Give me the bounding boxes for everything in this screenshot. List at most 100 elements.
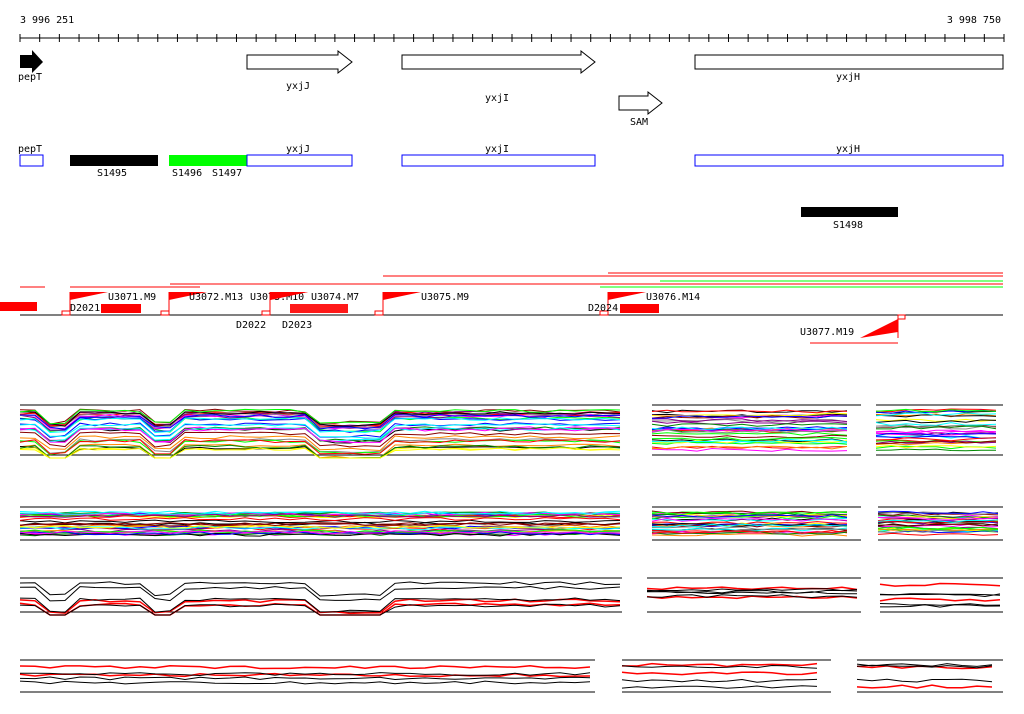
expression-line — [19, 664, 591, 670]
unit-label: U3074.M7 — [311, 292, 359, 303]
unit-U3071.M9[interactable]: U3071.M9 — [61, 292, 156, 316]
expression-panel-3 — [19, 577, 1003, 616]
expression-line — [621, 664, 818, 669]
expression-line — [876, 425, 997, 430]
expression-line — [651, 445, 848, 450]
unit-U3075.M9[interactable]: U3075.M9 — [374, 292, 469, 316]
gene-yxjH[interactable]: yxjH — [694, 54, 1004, 83]
svg-text:S1497: S1497 — [212, 168, 242, 179]
segment-pepT[interactable] — [19, 154, 44, 167]
expression-line — [879, 603, 1001, 606]
svg-text:yxjJ: yxjJ — [286, 81, 310, 92]
expression-line — [875, 439, 997, 443]
expression-line — [621, 678, 818, 683]
expression-line — [621, 662, 818, 668]
svg-text:pepT: pepT — [18, 144, 42, 155]
gene-SAM[interactable]: SAM — [618, 90, 663, 128]
expression-panel-4 — [19, 659, 1003, 693]
unit-U3074.M7[interactable]: U3074.M7 — [261, 292, 359, 316]
gene-yxjJ[interactable]: yxjJ — [246, 49, 353, 92]
svg-text:S1496: S1496 — [172, 168, 202, 179]
expression-line — [19, 522, 621, 527]
coordinate-axis: 3 996 251 3 998 750 — [19, 15, 1005, 42]
expression-line — [651, 511, 848, 516]
segment-yxjH[interactable] — [694, 154, 1004, 167]
axis-start-label: 3 996 251 — [20, 15, 74, 26]
svg-text:yxjH: yxjH — [836, 144, 860, 155]
unit-label: U3075.M9 — [421, 292, 469, 303]
gene-yxjI[interactable]: yxjI — [401, 49, 596, 104]
expression-line — [875, 432, 997, 436]
expression-line — [651, 515, 848, 520]
expression-line — [651, 427, 848, 431]
svg-text:S1495: S1495 — [97, 168, 127, 179]
expression-line — [19, 529, 621, 534]
expression-line — [651, 529, 848, 534]
transcription-unit-track: U3071.M9U3072.M13U3073.M10U3074.M7U3075.… — [0, 272, 1003, 344]
expression-line — [19, 680, 591, 685]
expression-plots — [19, 404, 1003, 693]
expression-line — [651, 420, 848, 425]
expression-line — [856, 663, 993, 667]
expression-line — [651, 438, 848, 443]
segment-S1498[interactable] — [801, 207, 898, 217]
expression-line — [19, 447, 621, 459]
expression-line — [651, 523, 848, 527]
expression-line — [651, 434, 848, 439]
svg-text:SAM: SAM — [630, 117, 648, 128]
svg-text:S1498: S1498 — [833, 220, 863, 231]
expression-line — [19, 413, 621, 430]
expression-line — [875, 412, 997, 417]
expression-line — [19, 511, 621, 516]
expression-line — [19, 597, 621, 613]
expression-line — [856, 684, 993, 689]
down-label-D2024: D2024 — [588, 303, 618, 314]
expression-line — [875, 448, 997, 452]
svg-text:U3077.M19: U3077.M19 — [800, 327, 854, 338]
expression-line — [651, 429, 848, 434]
expression-line — [20, 672, 591, 677]
expression-line — [19, 522, 621, 527]
expression-line — [19, 519, 621, 524]
axis-end-label: 3 998 750 — [947, 15, 1001, 26]
gene-pepT[interactable]: pepT — [18, 50, 43, 83]
expression-line — [621, 685, 818, 689]
expression-line — [19, 417, 621, 434]
expression-line — [19, 581, 621, 597]
expression-line — [646, 588, 858, 592]
expression-line — [877, 532, 999, 536]
expression-line — [19, 411, 621, 427]
unit-label: U3071.M9 — [108, 292, 156, 303]
expression-line — [19, 524, 621, 529]
expression-line — [875, 408, 997, 413]
expression-line — [651, 426, 848, 431]
segment-yxjI[interactable] — [401, 154, 596, 167]
expression-line — [879, 597, 1001, 602]
unit-U3077.M19[interactable]: U3077.M19 — [800, 314, 906, 344]
segment-S1496[interactable] — [169, 155, 247, 166]
expression-line — [877, 523, 999, 527]
expression-line — [856, 678, 993, 683]
segment-yxjJ[interactable] — [246, 154, 353, 167]
expression-line — [651, 526, 848, 531]
expression-line — [646, 594, 858, 599]
expression-line — [651, 514, 848, 518]
expression-line — [621, 671, 818, 676]
expression-line — [875, 435, 997, 439]
expression-line — [877, 519, 999, 523]
expression-line — [651, 533, 848, 537]
expression-line — [875, 422, 997, 426]
expression-line — [19, 585, 621, 602]
svg-text:yxjI: yxjI — [485, 144, 509, 155]
unit-U3072.M13[interactable]: U3072.M13 — [160, 292, 243, 316]
expression-line — [651, 517, 848, 522]
unit-U3076.M14[interactable]: U3076.M14 — [599, 292, 700, 316]
expression-line — [651, 432, 848, 436]
expression-line — [877, 510, 999, 515]
segment-track: pepT S1495 S1496 S1497 yxjJ yxjI yxjH S1… — [18, 144, 1004, 231]
expression-line — [19, 423, 621, 439]
expression-line — [651, 418, 848, 423]
segment-S1495[interactable] — [70, 155, 158, 166]
expression-line — [646, 591, 857, 595]
